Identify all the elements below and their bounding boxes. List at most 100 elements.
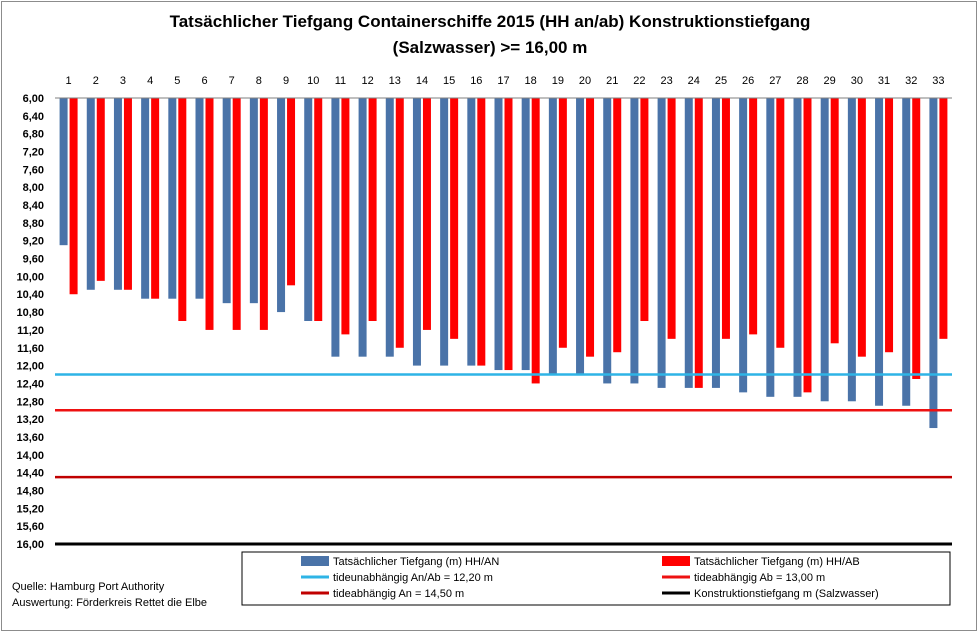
- y-tick-label: 6,00: [23, 93, 44, 105]
- bar: [222, 98, 231, 304]
- bar: [875, 98, 884, 406]
- y-tick-label: 6,80: [23, 129, 44, 141]
- legend-label: tideunabhängig An/Ab = 12,20 m: [333, 572, 493, 584]
- legend-label: tideabhängig Ab = 13,00 m: [694, 572, 825, 584]
- bar: [586, 98, 595, 357]
- bar: [69, 98, 78, 295]
- x-tick-label: 12: [361, 75, 373, 87]
- bar: [368, 98, 377, 321]
- y-tick-label: 11,60: [17, 343, 44, 355]
- bar: [422, 98, 431, 330]
- x-tick-label: 33: [932, 75, 944, 87]
- bar: [123, 98, 132, 290]
- bar: [929, 98, 938, 429]
- x-tick-label: 18: [525, 75, 537, 87]
- bar: [287, 98, 296, 286]
- bar: [776, 98, 785, 348]
- x-tick-label: 8: [256, 75, 262, 87]
- bar: [249, 98, 258, 304]
- x-tick-label: 14: [416, 75, 428, 87]
- y-tick-label: 7,20: [23, 147, 44, 159]
- x-tick-label: 31: [878, 75, 890, 87]
- bar: [640, 98, 649, 321]
- bar: [450, 98, 459, 339]
- y-tick-label: 9,60: [23, 254, 44, 266]
- x-tick-label: 13: [389, 75, 401, 87]
- bar: [749, 98, 758, 335]
- y-tick-label: 9,20: [23, 236, 44, 248]
- x-tick-label: 27: [769, 75, 781, 87]
- legend-swatch: [662, 556, 690, 566]
- bar: [178, 98, 187, 321]
- y-tick-label: 13,60: [16, 432, 44, 444]
- bar: [667, 98, 676, 339]
- legend-label: Konstruktionstiefgang m (Salzwasser): [694, 588, 879, 600]
- y-tick-label: 12,80: [16, 396, 44, 408]
- bar: [331, 98, 340, 357]
- bar: [558, 98, 567, 348]
- y-tick-label: 10,80: [16, 307, 44, 319]
- bar: [440, 98, 449, 366]
- bar: [820, 98, 829, 402]
- bar: [259, 98, 268, 330]
- bar: [113, 98, 122, 290]
- bar: [521, 98, 530, 371]
- bar: [613, 98, 622, 353]
- bar: [395, 98, 404, 348]
- y-tick-label: 10,00: [16, 271, 44, 283]
- x-tick-label: 21: [606, 75, 618, 87]
- bar: [141, 98, 150, 299]
- x-tick-label: 2: [93, 75, 99, 87]
- chart-title: Tatsächlicher Tiefgang Containerschiffe …: [169, 12, 811, 31]
- bar: [59, 98, 68, 246]
- bar: [314, 98, 323, 321]
- bar: [739, 98, 748, 393]
- y-tick-label: 12,40: [16, 378, 44, 390]
- x-tick-label: 23: [660, 75, 672, 87]
- x-tick-label: 17: [497, 75, 509, 87]
- bar: [793, 98, 802, 397]
- x-tick-label: 9: [283, 75, 289, 87]
- x-tick-label: 19: [552, 75, 564, 87]
- y-tick-label: 16,00: [16, 539, 44, 551]
- y-tick-label: 14,40: [16, 468, 44, 480]
- bar: [657, 98, 666, 388]
- bar: [412, 98, 421, 366]
- bar: [168, 98, 177, 299]
- bar: [96, 98, 105, 281]
- x-tick-label: 1: [66, 75, 72, 87]
- x-tick-label: 4: [147, 75, 153, 87]
- bar: [939, 98, 948, 339]
- x-tick-label: 24: [688, 75, 700, 87]
- source-note: Quelle: Hamburg Port Authority: [12, 581, 165, 593]
- x-tick-label: 29: [824, 75, 836, 87]
- legend-label: Tatsächlicher Tiefgang (m) HH/AB: [694, 556, 860, 568]
- bar: [341, 98, 350, 335]
- bar: [151, 98, 160, 299]
- x-tick-label: 3: [120, 75, 126, 87]
- bar: [857, 98, 866, 357]
- bar: [232, 98, 241, 330]
- bar: [304, 98, 313, 321]
- bar: [721, 98, 730, 339]
- legend-label: tideabhängig An = 14,50 m: [333, 588, 464, 600]
- bar: [467, 98, 476, 366]
- bar: [902, 98, 911, 406]
- y-tick-label: 10,40: [16, 289, 44, 301]
- x-tick-label: 10: [307, 75, 319, 87]
- bar: [504, 98, 513, 371]
- y-tick-label: 8,40: [23, 200, 44, 212]
- bar: [847, 98, 856, 402]
- x-tick-label: 25: [715, 75, 727, 87]
- x-tick-label: 20: [579, 75, 591, 87]
- bar: [630, 98, 639, 384]
- y-tick-label: 15,60: [16, 521, 44, 533]
- x-tick-label: 30: [851, 75, 863, 87]
- y-tick-label: 8,00: [23, 182, 44, 194]
- bar: [195, 98, 204, 299]
- bar: [711, 98, 720, 388]
- y-tick-label: 14,80: [16, 485, 44, 497]
- y-tick-label: 12,00: [16, 361, 44, 373]
- bar: [358, 98, 367, 357]
